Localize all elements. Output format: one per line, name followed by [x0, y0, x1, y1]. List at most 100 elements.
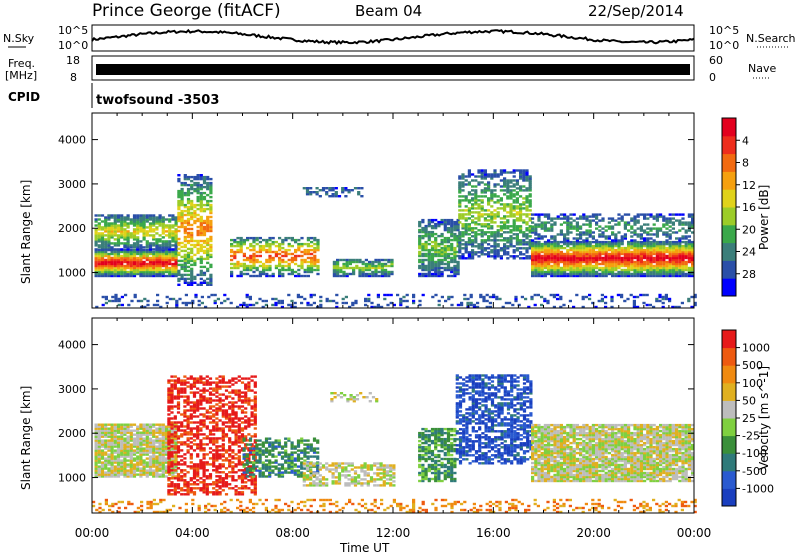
heatmap-cell [294, 254, 298, 258]
heatmap-cell [480, 241, 484, 244]
heatmap-cell [458, 199, 462, 202]
heatmap-cell [278, 262, 282, 266]
heatmap-cell [537, 274, 541, 278]
heatmap-cell [310, 264, 314, 268]
heatmap-cell [274, 301, 278, 305]
heatmap-cell [110, 236, 114, 239]
heatmap-cell [662, 215, 666, 218]
heatmap-cell [665, 217, 669, 220]
heatmap-cell [303, 260, 307, 264]
heatmap-cell [155, 427, 159, 430]
heatmap-cell [246, 246, 250, 250]
heatmap-cell [193, 175, 197, 179]
heatmap-cell [258, 248, 262, 252]
heatmap-cell [519, 189, 523, 192]
heatmap-cell [297, 272, 301, 276]
heatmap-cell [274, 254, 278, 258]
heatmap-cell [617, 260, 621, 264]
heatmap-cell [180, 471, 184, 474]
heatmap-cell [142, 463, 146, 466]
heatmap-cell [677, 305, 681, 309]
heatmap-cell [123, 427, 127, 430]
heatmap-cell [176, 411, 181, 414]
heatmap-cell [652, 260, 656, 264]
heatmap-cell [552, 295, 556, 299]
heatmap-cell [585, 254, 589, 258]
heatmap-cell [440, 274, 444, 278]
heatmap-cell [675, 252, 679, 256]
heatmap-cell [639, 227, 643, 230]
heatmap-cell [636, 244, 640, 248]
heatmap-cell [437, 274, 441, 278]
heatmap-cell [155, 220, 159, 223]
heatmap-cell [458, 239, 462, 242]
heatmap-cell [493, 193, 497, 196]
heatmap-cell [684, 223, 688, 226]
heatmap-cell [620, 256, 624, 260]
heatmap-cell [178, 297, 182, 301]
heatmap-cell [467, 169, 471, 172]
heatmap-cell [437, 220, 441, 224]
nsearch-label: N.Search [746, 32, 796, 45]
heatmap-cell [687, 252, 691, 256]
heatmap-cell [614, 237, 618, 240]
heatmap-cell [464, 199, 468, 202]
heatmap-cell [352, 272, 356, 276]
heatmap-cell [639, 252, 643, 256]
heatmap-cell [519, 247, 523, 250]
heatmap-cell [142, 232, 146, 235]
heatmap-cell [563, 266, 567, 270]
heatmap-cell [519, 251, 523, 254]
heatmap-cell [265, 266, 269, 270]
heatmap-cell [158, 264, 162, 268]
heatmap-cell [183, 415, 187, 418]
heatmap-cell [174, 459, 178, 462]
heatmap-cell [354, 301, 358, 305]
heatmap-cell [158, 224, 162, 227]
heatmap-cell [559, 266, 563, 270]
heatmap-cell [671, 242, 675, 246]
heatmap-cell [572, 262, 576, 266]
heatmap-cell [202, 181, 207, 185]
heatmap-cell [104, 246, 108, 249]
heatmap-cell [97, 437, 101, 440]
heatmap-cell [230, 270, 234, 274]
heatmap-cell [418, 252, 422, 256]
heatmap-cell [158, 433, 162, 436]
heatmap-cell [450, 295, 454, 299]
heatmap-cell [94, 250, 98, 254]
heatmap-cell [633, 221, 637, 224]
heatmap-cell [180, 273, 184, 277]
heatmap-cell [467, 237, 471, 240]
heatmap-cell [145, 232, 149, 235]
heatmap-cell [300, 264, 304, 268]
heatmap-cell [139, 252, 143, 256]
heatmap-cell [509, 181, 513, 184]
heatmap-cell [123, 250, 127, 254]
heatmap-cell [174, 439, 178, 442]
heatmap-cell [94, 435, 98, 438]
heatmap-cell [120, 274, 124, 278]
heatmap-cell [167, 483, 171, 486]
heatmap-cell [627, 260, 631, 264]
heatmap-cell [186, 175, 191, 179]
heatmap-cell [566, 229, 570, 232]
heatmap-cell [161, 441, 165, 444]
heatmap-cell [265, 258, 269, 262]
heatmap-cell [183, 379, 187, 382]
heatmap-cell [148, 248, 153, 251]
heatmap-cell [148, 260, 153, 264]
heatmap-cell [515, 241, 519, 244]
heatmap-cell [630, 268, 634, 272]
heatmap-cell [458, 245, 462, 248]
heatmap-cell [173, 375, 177, 378]
heatmap-cell [100, 256, 105, 260]
heatmap-cell [129, 455, 133, 458]
heatmap-cell [630, 252, 634, 256]
heatmap-cell [374, 266, 378, 270]
heatmap-cell [100, 274, 105, 278]
heatmap-cell [190, 227, 194, 231]
heatmap-cell [230, 248, 234, 252]
heatmap-cell [595, 266, 599, 270]
